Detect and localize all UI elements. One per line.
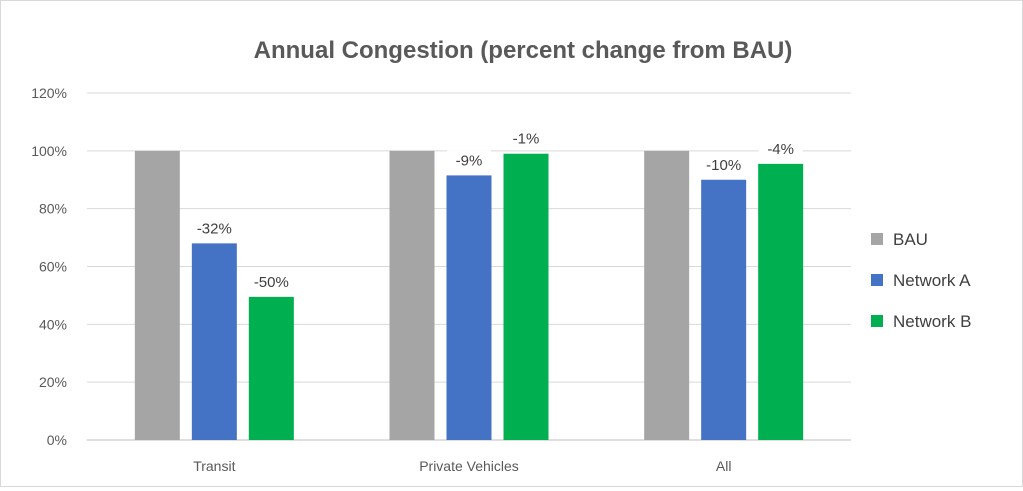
data-label: -1% (513, 131, 540, 148)
bar-bau (389, 150, 435, 441)
legend-swatch (871, 274, 883, 286)
data-label-background (701, 154, 746, 175)
data-labels: -32% -50% -9% -1% -10% -4% (192, 128, 803, 292)
y-tick-label: 60% (39, 259, 67, 275)
data-label-background (447, 150, 491, 171)
y-axis: 0% 20% 40% 60% 80% 100% 120% (31, 85, 67, 448)
bar-network-b (503, 153, 549, 440)
legend: BAU Network A Network B (871, 230, 971, 331)
bar-network-a (191, 243, 237, 440)
y-tick-label: 100% (31, 143, 67, 159)
legend-item: BAU (871, 230, 928, 249)
data-label: -32% (197, 220, 232, 237)
x-category-label: Transit (193, 458, 235, 474)
legend-label: Network A (893, 271, 971, 290)
legend-swatch (871, 315, 883, 327)
x-category-label: Private Vehicles (419, 458, 519, 474)
y-tick-label: 0% (47, 432, 67, 448)
legend-label: BAU (893, 230, 928, 249)
data-label: -10% (706, 157, 741, 174)
y-tick-label: 20% (39, 374, 67, 390)
legend-item: Network A (871, 271, 971, 290)
y-tick-label: 80% (39, 201, 67, 217)
data-label-background (504, 128, 548, 149)
y-tick-label: 120% (31, 85, 67, 101)
data-label-background (192, 218, 237, 239)
y-tick-label: 40% (39, 316, 67, 332)
legend-swatch (871, 233, 883, 245)
chart-title: Annual Congestion (percent change from B… (254, 37, 793, 64)
data-label-background (758, 138, 803, 159)
bars (134, 150, 804, 441)
data-label: -50% (254, 274, 289, 291)
bar-network-b (248, 296, 294, 440)
data-label-background (249, 271, 294, 292)
bar-network-b (758, 163, 804, 441)
bar-bau (134, 150, 180, 441)
legend-item: Network B (871, 312, 971, 331)
legend-label: Network B (893, 312, 971, 331)
data-label: -9% (456, 152, 483, 169)
data-label: -4% (767, 141, 794, 158)
x-axis: Transit Private Vehicles All (193, 458, 731, 474)
x-category-label: All (716, 458, 732, 474)
bar-bau (644, 150, 690, 441)
bar-network-a (701, 179, 747, 440)
bar-network-a (446, 175, 492, 440)
